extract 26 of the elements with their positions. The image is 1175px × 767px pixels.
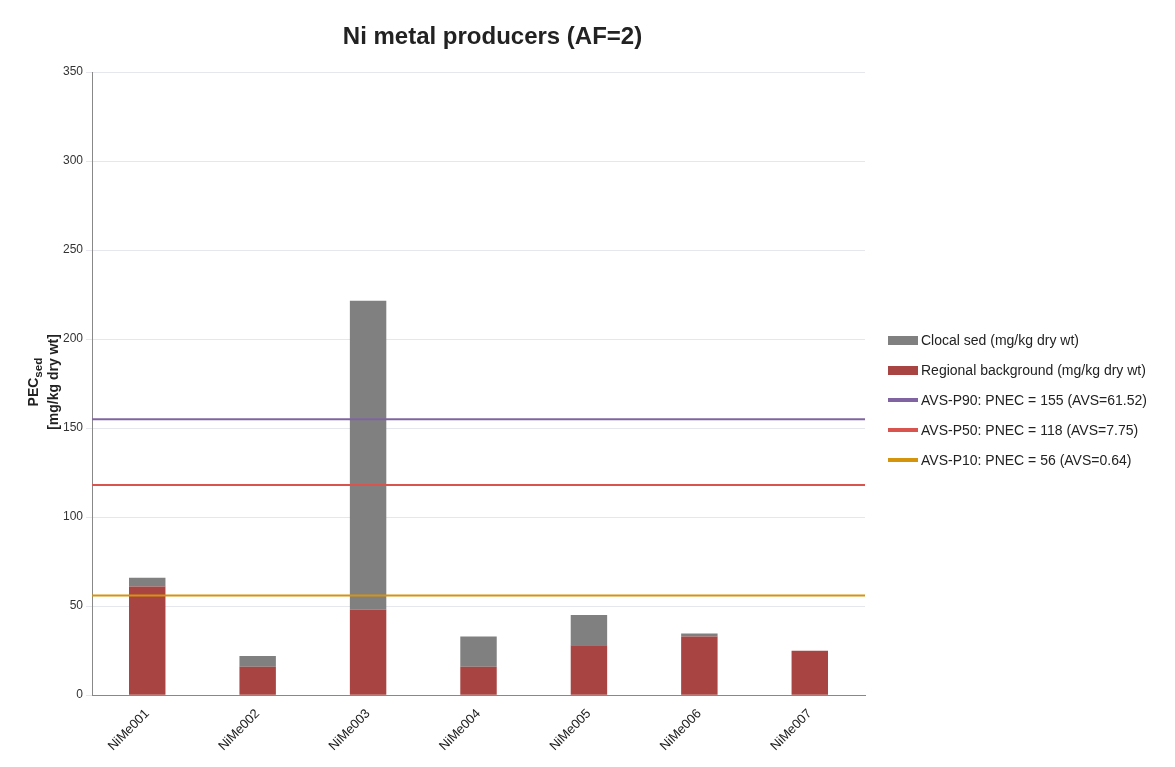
legend-label: Regional background (mg/kg dry wt) bbox=[921, 362, 1146, 378]
legend-label: AVS-P10: PNEC = 56 (AVS=0.64) bbox=[921, 452, 1132, 468]
bar bbox=[570, 645, 608, 695]
bar bbox=[570, 615, 608, 646]
bar bbox=[239, 666, 276, 695]
bar bbox=[681, 636, 718, 695]
bar bbox=[129, 577, 166, 587]
bar bbox=[239, 656, 276, 667]
y-tick-label: 150 bbox=[62, 420, 84, 435]
bar bbox=[791, 650, 829, 695]
bar bbox=[129, 586, 166, 695]
y-tick-label: 200 bbox=[62, 331, 84, 346]
y-tick-label: 300 bbox=[62, 153, 84, 168]
chart-title: Ni metal producers (AF=2) bbox=[341, 22, 644, 50]
bar bbox=[349, 609, 387, 695]
bar bbox=[460, 666, 497, 695]
bar bbox=[460, 636, 497, 667]
legend-label: AVS-P90: PNEC = 155 (AVS=61.52) bbox=[921, 392, 1147, 408]
y-tick-label: 50 bbox=[69, 598, 84, 613]
bar bbox=[349, 300, 387, 610]
y-tick-label: 350 bbox=[62, 64, 84, 79]
y-tick-label: 100 bbox=[62, 509, 84, 524]
y-tick-label: 250 bbox=[62, 242, 84, 257]
y-tick-label: 0 bbox=[76, 687, 84, 702]
legend-label: AVS-P50: PNEC = 118 (AVS=7.75) bbox=[921, 422, 1139, 438]
legend-label: Clocal sed (mg/kg dry wt) bbox=[921, 332, 1079, 348]
